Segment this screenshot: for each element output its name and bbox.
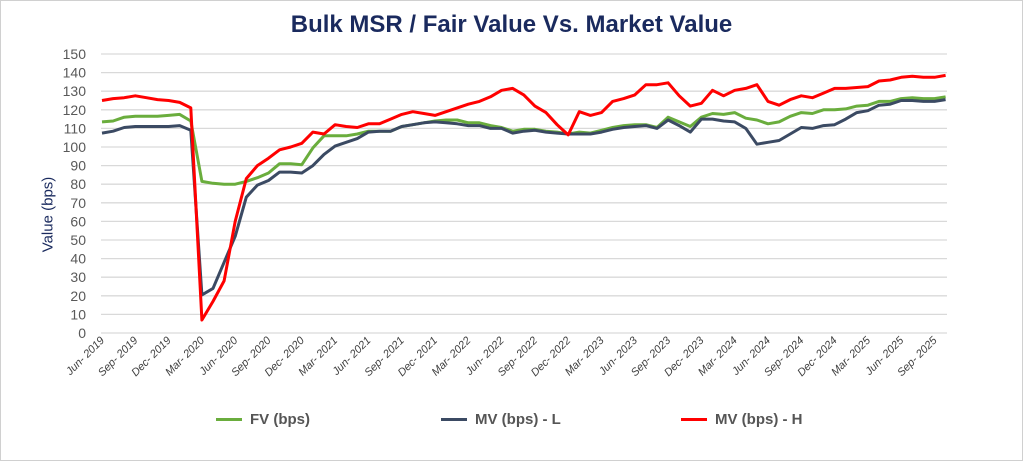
y-tick-label: 50 <box>70 232 86 248</box>
y-tick-label: 110 <box>64 120 87 136</box>
legend-swatch-fv <box>216 418 242 421</box>
y-tick-label: 10 <box>70 306 86 322</box>
y-tick-label: 150 <box>63 46 87 62</box>
legend-swatch-mv-l <box>441 418 467 421</box>
y-tick-label: 70 <box>70 195 86 211</box>
chart-title: Bulk MSR / Fair Value Vs. Market Value <box>290 11 733 38</box>
y-tick-label: 40 <box>70 251 86 267</box>
y-tick-label: 100 <box>63 139 87 155</box>
y-tick-label: 120 <box>63 102 87 118</box>
y-tick-label: 90 <box>70 158 86 174</box>
legend-label-mv-h: MV (bps) - H <box>715 411 803 428</box>
y-tick-label: 30 <box>70 269 86 285</box>
legend-label-fv: FV (bps) <box>250 411 310 428</box>
y-tick-label: 60 <box>70 213 86 229</box>
y-tick-label: 80 <box>70 176 86 192</box>
series-line-mv-h <box>101 73 946 322</box>
series-line-mv-l <box>101 98 946 297</box>
legend-item-fv: FV (bps) <box>216 411 310 428</box>
y-tick-label: 140 <box>63 65 87 81</box>
legend-item-mv-l: MV (bps) - L <box>441 411 561 428</box>
legend-item-mv-h: MV (bps) - H <box>681 411 803 428</box>
legend-swatch-mv-h <box>681 418 707 421</box>
y-tick-label: 20 <box>70 288 86 304</box>
series-line-fv <box>101 95 946 186</box>
legend-label-mv-l: MV (bps) - L <box>475 411 561 428</box>
y-tick-label: 130 <box>63 83 87 99</box>
y-tick-label: 0 <box>78 325 86 341</box>
